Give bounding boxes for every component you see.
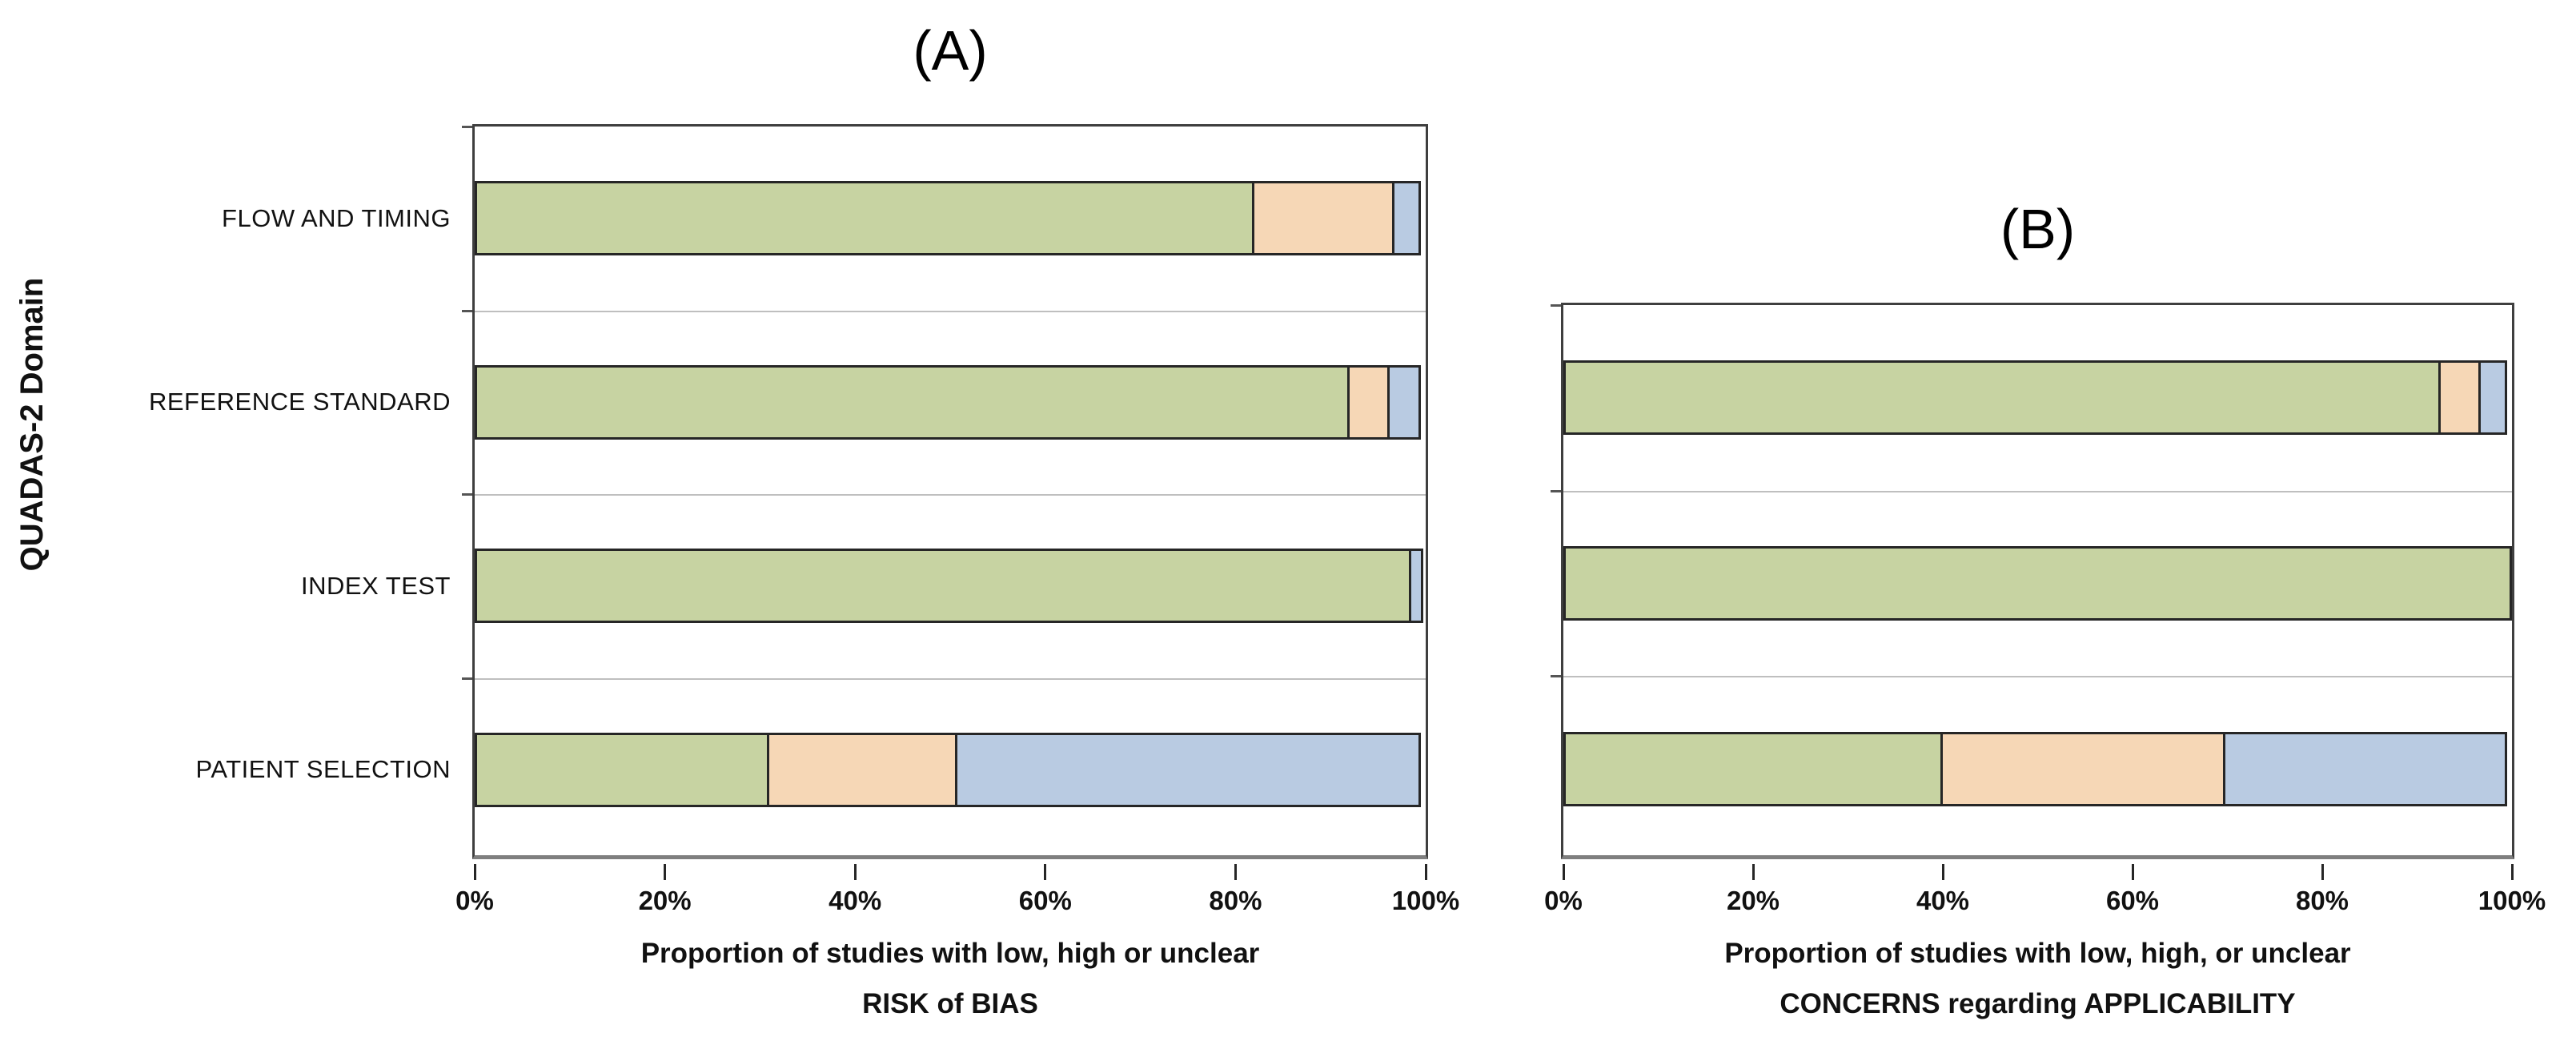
x-tick-label-100pct: 100% bbox=[1391, 886, 1460, 915]
x-axis-tick bbox=[2510, 864, 2514, 880]
x-axis-title-line2: CONCERNS regarding APPLICABILITY bbox=[1780, 988, 2296, 1019]
bar-segment-low bbox=[1563, 546, 2512, 621]
bar-segment-high bbox=[767, 732, 957, 807]
x-axis-tick bbox=[1234, 864, 1237, 880]
x-axis-tick bbox=[1562, 864, 1565, 880]
x-axis-tick bbox=[2131, 864, 2134, 880]
bar-segment-high bbox=[1940, 731, 2225, 806]
bar-segment-high bbox=[1252, 181, 1395, 256]
bar-segment-low bbox=[475, 181, 1255, 256]
stacked-bar-index-test bbox=[1563, 546, 2512, 621]
bar-segment-unclear bbox=[2478, 360, 2507, 436]
x-axis-tick bbox=[1751, 864, 1755, 880]
bar-segment-unclear bbox=[2222, 731, 2507, 806]
y-axis-tick bbox=[1551, 675, 1561, 678]
x-tick-label-40pct: 40% bbox=[829, 886, 882, 915]
x-axis-title-line1: Proportion of studies with low, high, or… bbox=[1724, 938, 2351, 969]
x-axis-tick bbox=[1424, 864, 1427, 880]
x-axis-tick bbox=[2321, 864, 2324, 880]
y-axis-tick bbox=[1551, 304, 1561, 307]
y-axis-tick bbox=[462, 309, 472, 312]
bar-segment-low bbox=[475, 732, 770, 807]
plot-area-panel-b: (B) 0% 20% 40% 60% 80% 100% Proportion of stud… bbox=[1544, 198, 2546, 1019]
x-tick-label-40pct: 40% bbox=[1916, 886, 1970, 915]
bar-segment-unclear bbox=[1409, 549, 1423, 624]
bar-segment-low bbox=[1563, 731, 1943, 806]
category-band bbox=[475, 677, 1426, 862]
x-axis-tick bbox=[1941, 864, 1944, 880]
x-tick-label-100pct: 100% bbox=[2478, 886, 2546, 915]
plot-area-panel-a: (A) FLOW AND TIMING REFERENCE STANDARD IND… bbox=[149, 19, 1459, 1019]
y-axis-tick bbox=[1551, 489, 1561, 492]
category-label-reference-standard: REFERENCE STANDARD bbox=[148, 388, 451, 416]
bar-segment-low bbox=[1563, 360, 2442, 436]
y-axis-tick bbox=[462, 677, 472, 680]
x-tick-label-0pct: 0% bbox=[455, 886, 494, 915]
x-axis-tick bbox=[853, 864, 857, 880]
stacked-bar-reference-standard bbox=[1563, 360, 2512, 436]
bar-segment-low bbox=[475, 549, 1412, 624]
x-tick-label-80pct: 80% bbox=[2295, 886, 2349, 915]
bar-segment-unclear bbox=[1387, 364, 1421, 440]
bar-segment-high bbox=[1346, 364, 1390, 440]
x-axis-title-line2: RISK of BIAS bbox=[862, 988, 1038, 1019]
category-band bbox=[475, 494, 1426, 678]
x-tick-label-0pct: 0% bbox=[1544, 886, 1583, 915]
x-tick-label-20pct: 20% bbox=[1726, 886, 1780, 915]
stacked-bar-patient-selection bbox=[475, 732, 1426, 807]
panel-b-title: (B) bbox=[2000, 198, 2076, 260]
bar-segment-unclear bbox=[954, 732, 1421, 807]
x-axis-tick bbox=[1044, 864, 1047, 880]
category-band bbox=[1563, 490, 2512, 677]
x-tick-label-80pct: 80% bbox=[1209, 886, 1262, 915]
stacked-bar-reference-standard bbox=[475, 364, 1426, 440]
x-axis-tick bbox=[473, 864, 476, 880]
y-axis-tick bbox=[462, 126, 472, 128]
stacked-bar-flow-and-timing bbox=[475, 181, 1426, 256]
x-tick-label-60pct: 60% bbox=[2105, 886, 2160, 915]
category-label-index-test: INDEX TEST bbox=[300, 571, 451, 600]
panel-a-title: (A) bbox=[913, 19, 988, 82]
bar-segment-high bbox=[2438, 360, 2482, 436]
bar-segment-unclear bbox=[1392, 181, 1421, 256]
x-axis-title-line1: Proportion of studies with low, high or … bbox=[640, 938, 1260, 969]
category-label-patient-selection: PATIENT SELECTION bbox=[195, 755, 451, 784]
bar-segment-low bbox=[475, 364, 1350, 440]
y-axis-tick bbox=[462, 493, 472, 496]
stacked-bar-index-test bbox=[475, 549, 1426, 624]
category-label-flow-and-timing: FLOW AND TIMING bbox=[222, 203, 451, 232]
x-axis-tick bbox=[664, 864, 667, 880]
x-tick-label-20pct: 20% bbox=[638, 886, 692, 915]
stacked-bar-patient-selection bbox=[1563, 731, 2512, 806]
x-tick-label-60pct: 60% bbox=[1018, 886, 1072, 915]
category-band bbox=[475, 310, 1426, 495]
category-band bbox=[1563, 676, 2512, 862]
